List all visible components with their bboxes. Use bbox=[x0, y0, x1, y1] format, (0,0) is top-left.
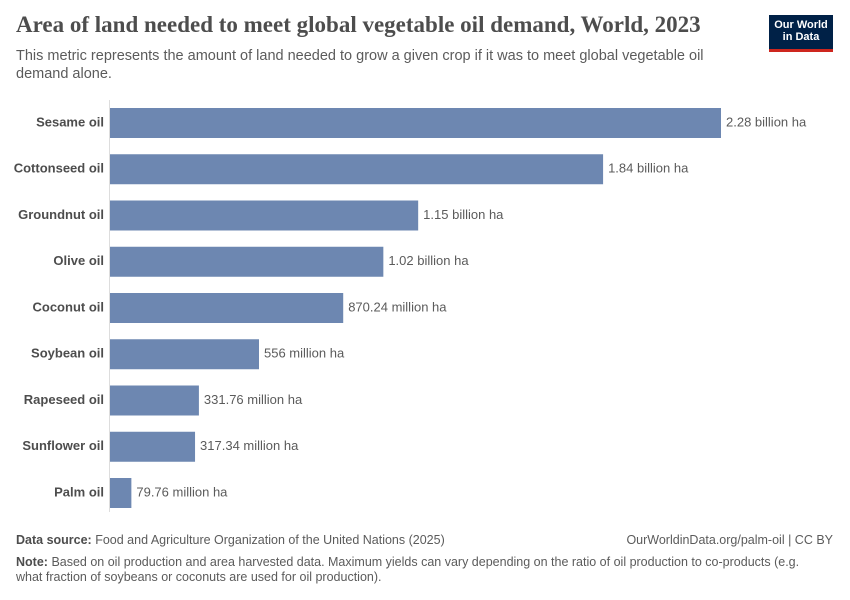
category-label: Sunflower oil bbox=[22, 438, 104, 453]
category-label: Cottonseed oil bbox=[14, 161, 104, 176]
chart-title: Area of land needed to meet global veget… bbox=[16, 12, 701, 37]
bar bbox=[110, 246, 384, 277]
bar bbox=[110, 478, 132, 508]
value-label: 79.76 million ha bbox=[136, 484, 228, 499]
value-label: 1.15 billion ha bbox=[423, 207, 504, 222]
url[interactable]: OurWorldinData.org/palm-oil | CC BY bbox=[626, 533, 833, 547]
bar bbox=[110, 108, 721, 138]
source-label: Data source: bbox=[16, 533, 92, 547]
value-label: 1.84 billion ha bbox=[608, 161, 689, 176]
logo-text: Our World bbox=[774, 19, 828, 31]
category-label: Sesame oil bbox=[36, 114, 104, 129]
bar bbox=[110, 200, 419, 231]
value-label: 331.76 million ha bbox=[204, 392, 303, 407]
note-text: Based on oil production and area harvest… bbox=[16, 555, 800, 584]
bar bbox=[110, 154, 604, 185]
chart-subtitle: This metric represents the amount of lan… bbox=[16, 48, 704, 82]
category-label: Soybean oil bbox=[31, 346, 104, 361]
category-label: Olive oil bbox=[53, 253, 104, 268]
note: Note: Based on oil production and area h… bbox=[16, 555, 826, 585]
category-label: Palm oil bbox=[54, 484, 104, 499]
value-label: 870.24 million ha bbox=[348, 299, 447, 314]
source: Data source: Food and Agriculture Organi… bbox=[16, 533, 445, 548]
bar bbox=[110, 293, 344, 323]
value-label: 2.28 billion ha bbox=[726, 114, 807, 129]
value-label: 556 million ha bbox=[264, 346, 345, 361]
logo[interactable]: Our World in Data bbox=[769, 15, 833, 52]
note-label: Note: bbox=[16, 555, 48, 569]
category-label: Rapeseed oil bbox=[24, 392, 104, 407]
value-label: 317.34 million ha bbox=[200, 438, 299, 453]
value-label: 1.02 billion ha bbox=[388, 253, 469, 268]
bar bbox=[110, 339, 259, 370]
category-label: Groundnut oil bbox=[18, 207, 104, 222]
chart: Sesame oil 2.28 billion ha Cottonseed oil 1… bbox=[14, 100, 807, 512]
bar bbox=[110, 385, 199, 416]
source-text: Food and Agriculture Organization of the… bbox=[95, 533, 445, 547]
category-label: Coconut oil bbox=[33, 299, 105, 314]
bar bbox=[110, 431, 196, 462]
logo-text: in Data bbox=[782, 31, 820, 43]
